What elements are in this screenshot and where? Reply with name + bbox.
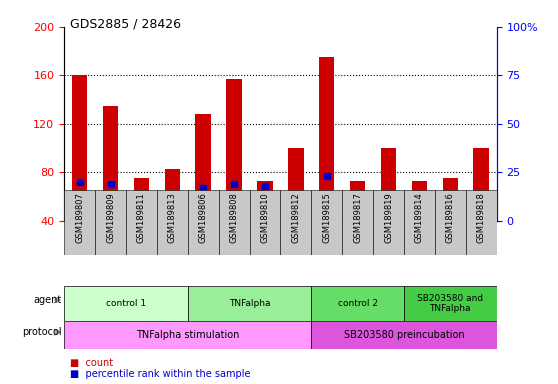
Bar — [64, 286, 187, 321]
Bar — [435, 190, 466, 255]
Text: GSM189814: GSM189814 — [415, 192, 424, 243]
Bar — [103, 106, 118, 221]
Text: protocol: protocol — [22, 327, 61, 337]
Text: TNFalpha: TNFalpha — [229, 299, 270, 308]
Text: GSM189811: GSM189811 — [137, 192, 146, 243]
Bar — [412, 181, 427, 221]
Bar — [311, 321, 497, 349]
Bar — [165, 169, 180, 221]
Bar — [342, 190, 373, 255]
Bar — [311, 286, 404, 321]
Text: GSM189807: GSM189807 — [75, 192, 84, 243]
Text: SB203580 and
TNFalpha: SB203580 and TNFalpha — [417, 294, 483, 313]
Bar — [350, 181, 365, 221]
Text: agent: agent — [33, 295, 61, 305]
Bar — [157, 190, 187, 255]
Bar — [319, 57, 334, 221]
Bar — [187, 190, 219, 255]
Bar — [381, 148, 396, 221]
Bar — [72, 75, 88, 221]
Text: GSM189813: GSM189813 — [168, 192, 177, 243]
Text: ■  percentile rank within the sample: ■ percentile rank within the sample — [70, 369, 250, 379]
Bar — [195, 114, 211, 221]
Text: GSM189816: GSM189816 — [446, 192, 455, 243]
Bar — [187, 286, 311, 321]
Text: GSM189810: GSM189810 — [261, 192, 270, 243]
Bar — [288, 148, 304, 221]
Bar — [311, 190, 342, 255]
Bar — [473, 148, 489, 221]
Bar — [64, 190, 95, 255]
Bar — [466, 190, 497, 255]
Bar — [442, 179, 458, 221]
Text: TNFalpha stimulation: TNFalpha stimulation — [136, 330, 239, 340]
Bar — [257, 181, 273, 221]
Bar — [404, 286, 497, 321]
Bar — [249, 190, 280, 255]
Text: GSM189808: GSM189808 — [229, 192, 239, 243]
Text: SB203580 preincubation: SB203580 preincubation — [344, 330, 464, 340]
Text: ■  count: ■ count — [70, 358, 113, 368]
Text: GDS2885 / 28426: GDS2885 / 28426 — [70, 17, 181, 30]
Text: GSM189809: GSM189809 — [106, 192, 115, 243]
Text: GSM189815: GSM189815 — [322, 192, 331, 243]
Text: GSM189812: GSM189812 — [291, 192, 300, 243]
Text: GSM189817: GSM189817 — [353, 192, 362, 243]
Text: control 2: control 2 — [338, 299, 378, 308]
Bar — [404, 190, 435, 255]
Bar — [95, 190, 126, 255]
Bar — [373, 190, 404, 255]
Bar — [64, 321, 311, 349]
Bar — [227, 79, 242, 221]
Bar — [219, 190, 249, 255]
Text: GSM189819: GSM189819 — [384, 192, 393, 243]
Text: GSM189818: GSM189818 — [477, 192, 485, 243]
Bar — [134, 179, 149, 221]
Bar — [126, 190, 157, 255]
Text: GSM189806: GSM189806 — [199, 192, 208, 243]
Bar — [280, 190, 311, 255]
Text: control 1: control 1 — [106, 299, 146, 308]
